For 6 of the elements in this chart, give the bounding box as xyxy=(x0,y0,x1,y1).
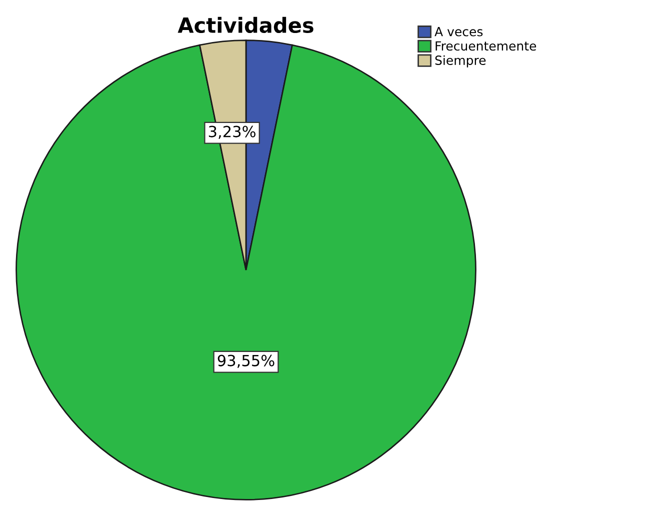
legend-label: Frecuentemente xyxy=(436,41,536,51)
chart-title: Actividades xyxy=(178,16,314,34)
data-label: 3,23% xyxy=(208,126,256,139)
legend-label: Siempre xyxy=(435,55,486,68)
legend-label: A veces xyxy=(434,27,483,36)
data-label: 93,55% xyxy=(218,354,274,368)
